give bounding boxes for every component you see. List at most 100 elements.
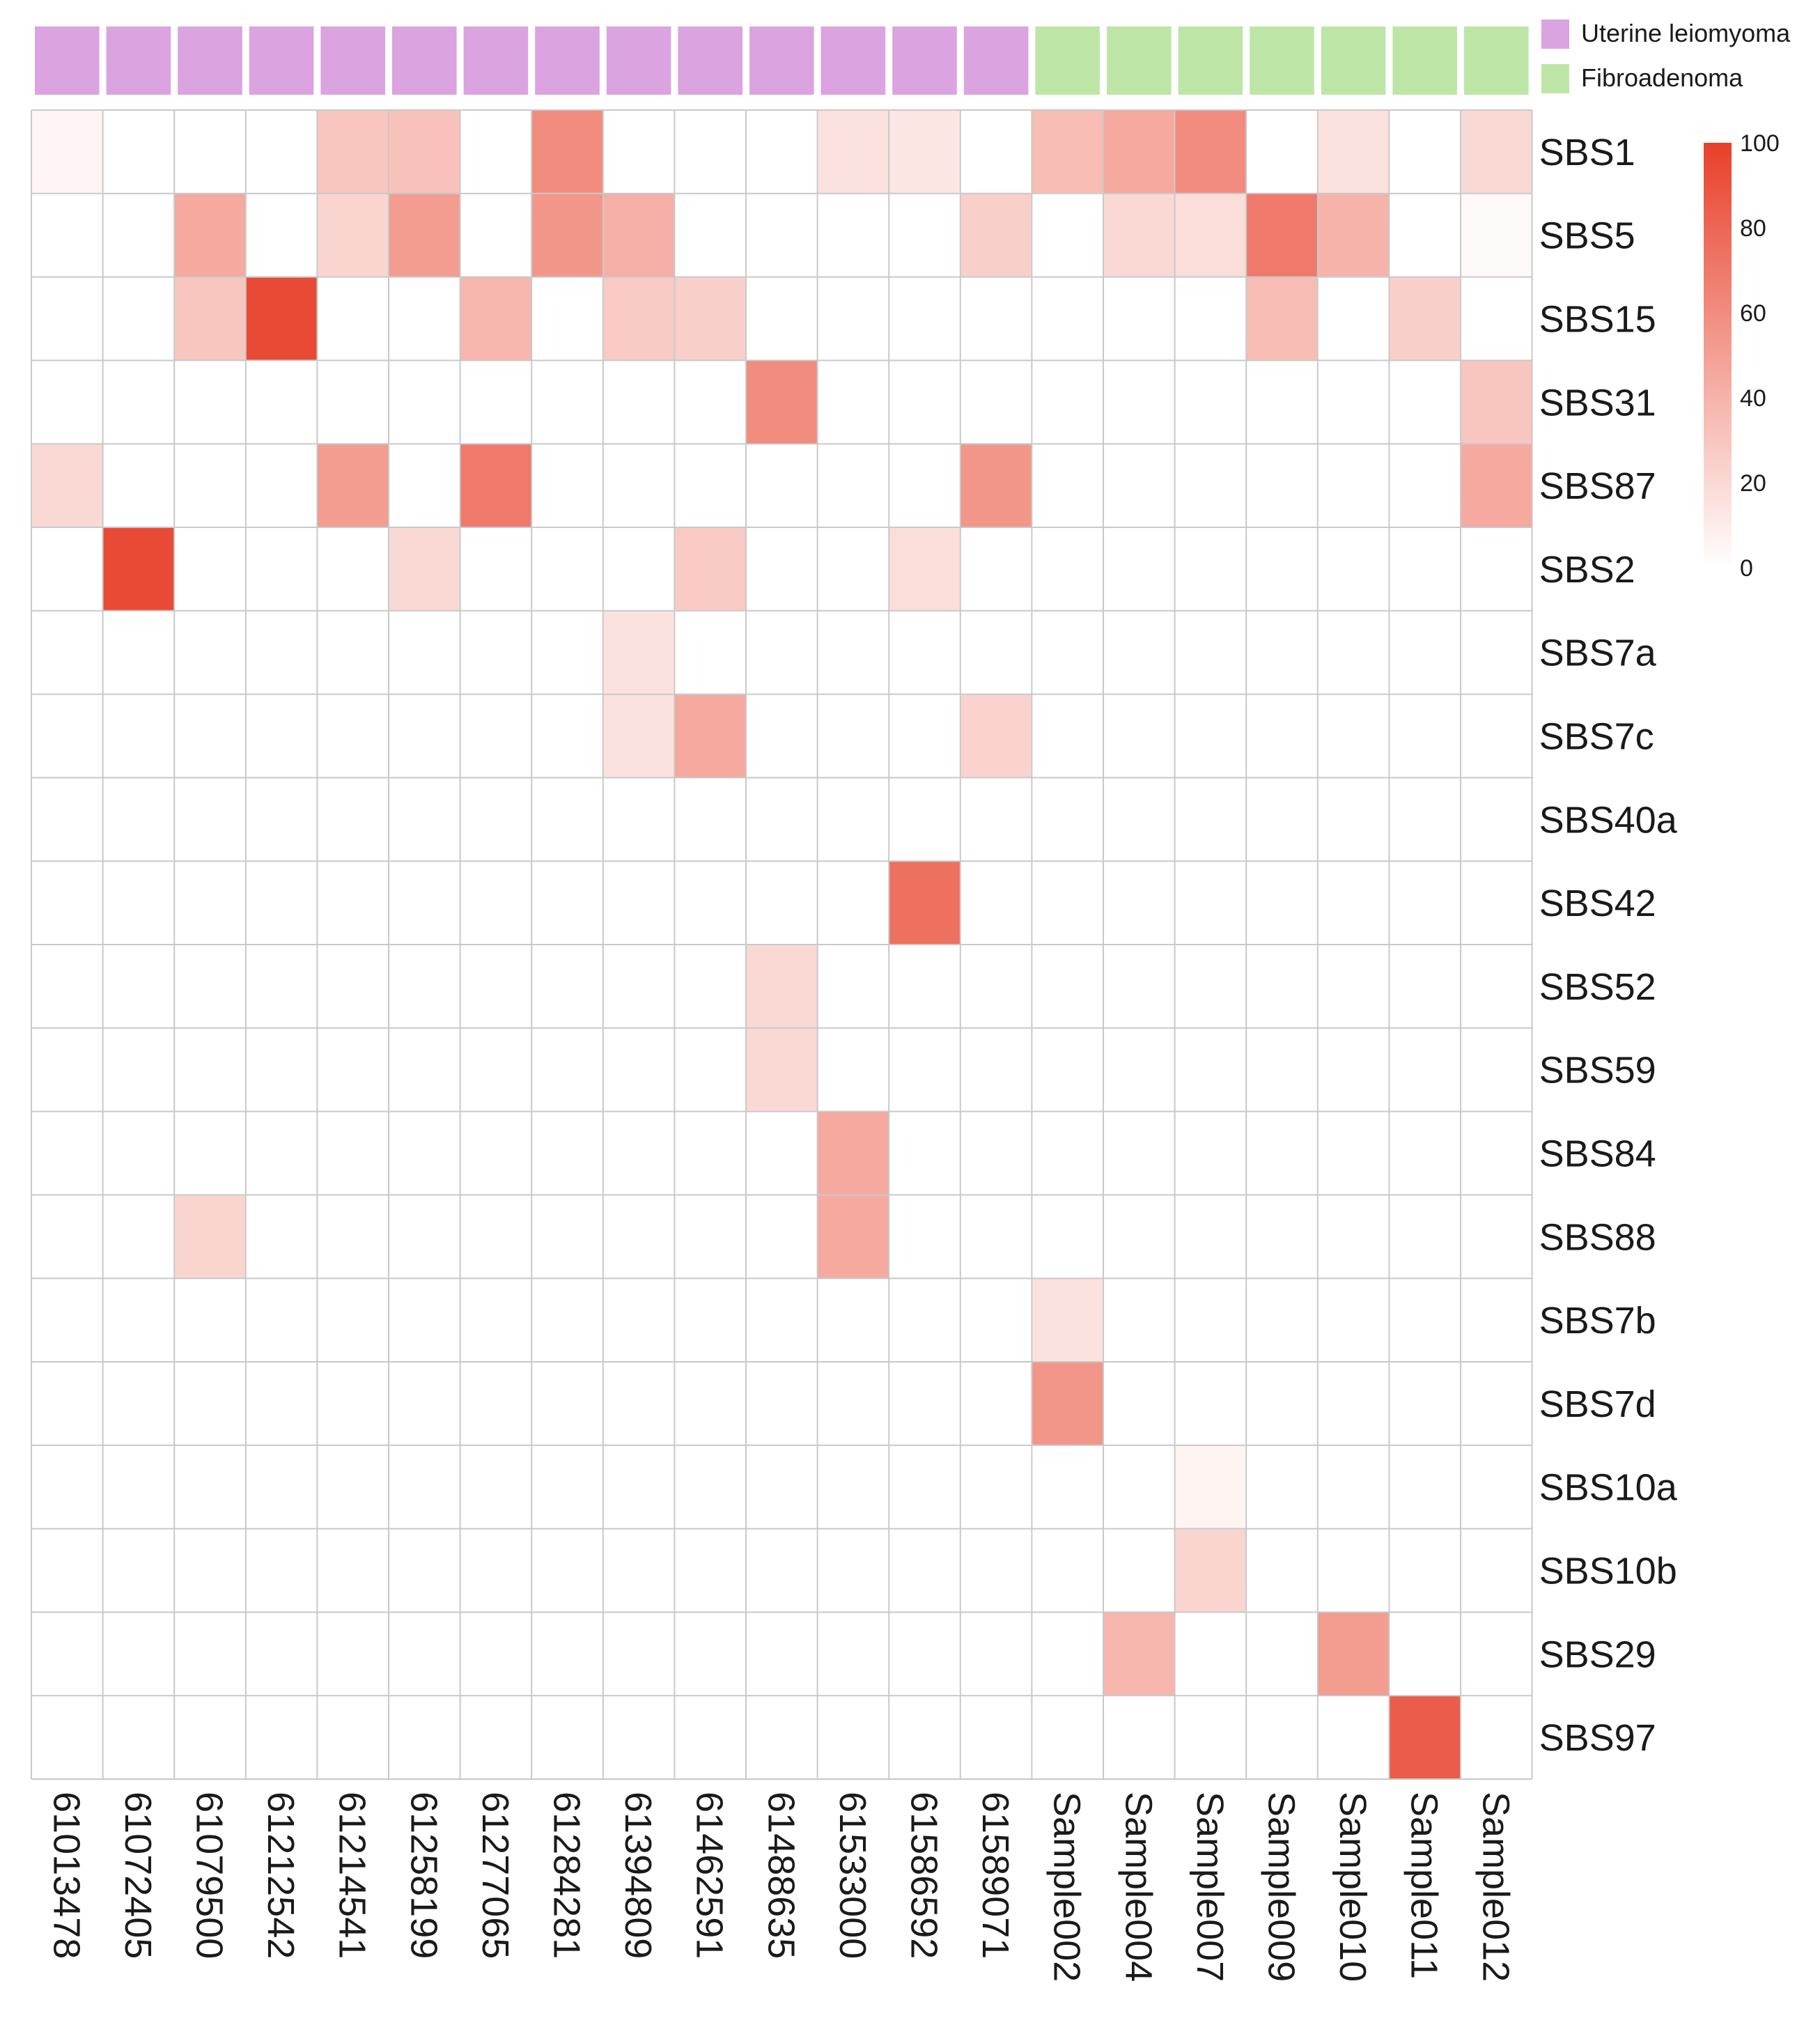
- heatmap-cell: [960, 861, 1032, 945]
- heatmap-cell: [889, 694, 960, 778]
- heatmap-cell: [1389, 777, 1461, 862]
- color-scale-bar: [1704, 143, 1732, 568]
- heatmap-cell: [174, 777, 246, 862]
- annotation-cell: [392, 26, 457, 95]
- heatmap-cell: [245, 527, 318, 611]
- heatmap-cell: [1461, 110, 1532, 194]
- legend-label: Uterine leiomyoma: [1581, 19, 1791, 47]
- heatmap-cell: [102, 193, 175, 277]
- heatmap-cell: [1317, 1195, 1390, 1279]
- heatmap-cell: [960, 1278, 1032, 1362]
- heatmap-cell: [460, 527, 532, 611]
- heatmap-cell: [1032, 610, 1103, 694]
- group-legend: Uterine leiomyoma Fibroadenoma: [1541, 19, 1791, 93]
- heatmap-cell: [389, 1362, 460, 1445]
- heatmap-cell: [746, 277, 818, 361]
- heatmap-cell: [460, 193, 532, 277]
- heatmap-cell: [245, 193, 318, 277]
- heatmap-cell: [960, 1111, 1032, 1195]
- color-scale-tick-label: 20: [1740, 470, 1766, 497]
- heatmap-cell: [817, 1027, 889, 1112]
- heatmap-cell: [1317, 1445, 1390, 1529]
- heatmap-cell: [31, 110, 103, 194]
- heatmap-cell: [817, 1111, 889, 1195]
- heatmap-cell: [1389, 444, 1461, 527]
- annotation-cell: [678, 26, 742, 95]
- row-label: SBS31: [1539, 382, 1656, 424]
- heatmap-cell: [1389, 1195, 1461, 1279]
- heatmap-cell: [889, 1278, 960, 1362]
- heatmap-cell: [602, 360, 675, 444]
- heatmap-cell: [602, 610, 675, 694]
- heatmap-cell: [102, 1111, 175, 1195]
- heatmap-cell: [31, 360, 103, 444]
- group-annotation-bar: [35, 26, 1529, 95]
- annotation-cell: [1392, 26, 1457, 95]
- heatmap-cell: [889, 777, 960, 862]
- annotation-cell: [1250, 26, 1314, 95]
- heatmap-cell: [817, 777, 889, 862]
- row-label: SBS1: [1539, 132, 1635, 173]
- legend-swatch: [1541, 64, 1569, 93]
- heatmap-cell: [31, 1445, 103, 1529]
- heatmap-cell: [245, 610, 318, 694]
- heatmap-cell: [1461, 861, 1532, 945]
- heatmap-cell: [1174, 694, 1247, 778]
- heatmap-cell: [1103, 1695, 1175, 1779]
- heatmap-cell: [674, 610, 746, 694]
- heatmap-cell: [817, 694, 889, 778]
- heatmap-cell: [889, 1528, 960, 1613]
- heatmap-cell: [531, 277, 603, 361]
- heatmap-cell: [174, 1027, 246, 1112]
- annotation-cell: [892, 26, 957, 95]
- heatmap-cell: [817, 360, 889, 444]
- heatmap-cell: [1032, 1111, 1103, 1195]
- heatmap-cell: [960, 1445, 1032, 1529]
- heatmap-cell: [460, 1528, 532, 1613]
- column-label: 61394809: [617, 1792, 659, 1959]
- heatmap-cell: [174, 610, 246, 694]
- column-label: 61258199: [403, 1792, 444, 1959]
- heatmap-cell: [674, 360, 746, 444]
- heatmap-cell: [1032, 193, 1103, 277]
- heatmap-cell: [317, 1445, 389, 1529]
- heatmap-cell: [389, 110, 460, 194]
- column-label: 61586592: [903, 1792, 945, 1959]
- heatmap-cell: [460, 694, 532, 778]
- heatmap-cell: [174, 1362, 246, 1445]
- heatmap-cell: [317, 360, 389, 444]
- heatmap-cell: [1032, 110, 1103, 194]
- heatmap-cell: [389, 610, 460, 694]
- heatmap-cell: [389, 1445, 460, 1529]
- heatmap-cell: [1032, 444, 1103, 527]
- heatmap-cell: [102, 1695, 175, 1779]
- heatmap-cell: [817, 1278, 889, 1362]
- heatmap-cell: [602, 861, 675, 945]
- heatmap-cell: [674, 861, 746, 945]
- heatmap-cell: [1103, 945, 1175, 1028]
- heatmap-cell: [245, 1528, 318, 1613]
- heatmap-cell: [1389, 1111, 1461, 1195]
- heatmap-cell: [1389, 193, 1461, 277]
- column-label: Sample010: [1332, 1792, 1374, 1982]
- heatmap-cell: [817, 610, 889, 694]
- column-label: 61072405: [117, 1792, 159, 1959]
- heatmap-cell: [1174, 1528, 1247, 1613]
- heatmap-cell: [174, 1695, 246, 1779]
- heatmap-cell: [245, 1027, 318, 1112]
- heatmap-cell: [1246, 360, 1318, 444]
- heatmap-cell: [531, 1612, 603, 1696]
- heatmap-cell: [1389, 610, 1461, 694]
- heatmap-cell: [1317, 1278, 1390, 1362]
- heatmap-cell: [1174, 610, 1247, 694]
- heatmap-cell: [602, 1111, 675, 1195]
- heatmap-cell: [1317, 861, 1390, 945]
- heatmap-cell: [389, 694, 460, 778]
- heatmap-cell: [1317, 1362, 1390, 1445]
- heatmap-cell: [245, 110, 318, 194]
- heatmap-cell: [674, 1612, 746, 1696]
- heatmap-cell: [674, 1362, 746, 1445]
- heatmap-cell: [1103, 277, 1175, 361]
- heatmap-cell: [1246, 110, 1318, 194]
- heatmap-cell: [531, 861, 603, 945]
